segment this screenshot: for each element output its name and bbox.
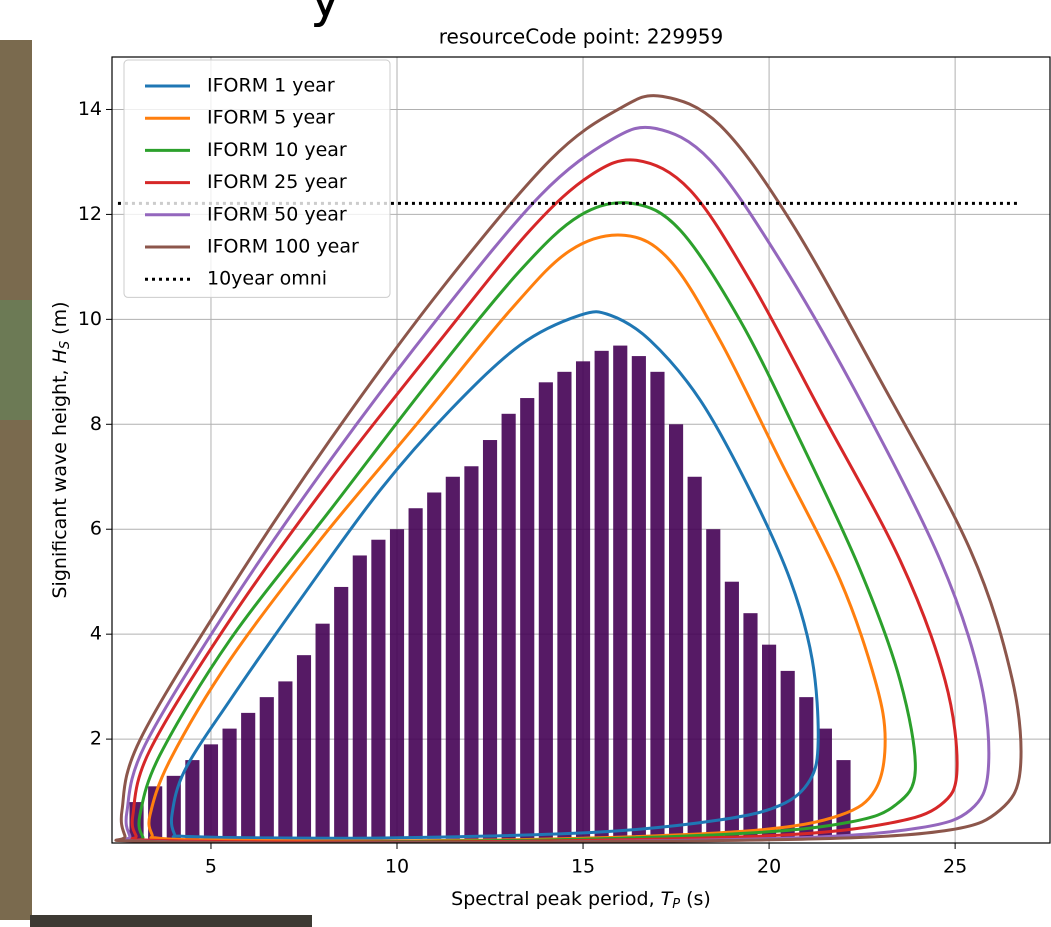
x-label-unit: (s) [686, 888, 711, 910]
density-stripe [185, 760, 200, 839]
density-stripe [315, 623, 330, 839]
density-stripe [706, 529, 721, 839]
photo-strip [0, 40, 32, 920]
legend-box [123, 59, 391, 298]
x-tick-label: 20 [757, 856, 781, 878]
x-tick-label: 15 [571, 856, 595, 878]
density-stripe [520, 398, 535, 839]
density-stripe [799, 697, 814, 839]
y-label-symbol: H [49, 349, 71, 363]
y-label-unit: (m) [49, 301, 71, 334]
density-stripe [334, 586, 349, 839]
y-tick-label: 6 [90, 518, 102, 540]
chart-title: resourceCode point: 229959 [439, 25, 724, 49]
photo-strip-bottom [30, 915, 312, 927]
density-stripe [501, 413, 516, 839]
contour-line [169, 310, 820, 840]
x-label-text: Spectral peak period, [451, 888, 661, 910]
legend-label: IFORM 1 year [207, 75, 335, 97]
density-stripe [631, 356, 646, 839]
density-stripe [557, 371, 572, 839]
y-label-subscript: S [58, 341, 73, 349]
legend-label: IFORM 100 year [207, 236, 359, 258]
density-stripe [389, 529, 405, 839]
photo-strip-detail [0, 300, 32, 420]
density-stripe [724, 581, 739, 839]
legend-label: 10year omni [207, 268, 327, 290]
y-tick-label: 10 [78, 308, 102, 330]
density-stripe [762, 644, 777, 839]
legend-label: IFORM 25 year [207, 171, 347, 193]
density-stripe [464, 466, 479, 839]
density-stripe [296, 655, 312, 839]
density-stripe [445, 476, 460, 839]
legend-label: IFORM 10 year [207, 139, 347, 161]
density-stripe [408, 508, 423, 839]
density-stripe [259, 697, 274, 839]
density-stripe [650, 371, 665, 839]
y-tick-label: 8 [90, 413, 102, 435]
x-axis-label: Spectral peak period, TP (s) [451, 888, 711, 912]
y-label-text: Significant wave height, [49, 363, 71, 598]
density-stripe [780, 670, 795, 839]
x-tick-label: 5 [205, 856, 217, 878]
y-tick-label: 2 [90, 728, 102, 750]
density-stripe [148, 786, 163, 839]
x-label-subscript: P [672, 897, 680, 912]
x-tick-label: 25 [943, 856, 967, 878]
density-stripe [836, 760, 851, 839]
legend-label: IFORM 5 year [207, 107, 335, 129]
density-stripe [538, 382, 553, 839]
density-stripe [241, 712, 256, 839]
density-stripe [743, 613, 758, 839]
density-stripe [482, 440, 498, 839]
legend-label: IFORM 50 year [207, 203, 347, 225]
plot-frame [111, 56, 1051, 844]
y-tick-label: 4 [90, 623, 102, 645]
plot-area [114, 94, 1023, 843]
y-axis-label: Significant wave height, HS (m) [49, 301, 73, 598]
density-stripe [203, 744, 219, 839]
density-stripe [575, 361, 591, 839]
density-stripe [668, 424, 684, 839]
density-stripe [427, 492, 442, 839]
density-stripe [352, 555, 367, 839]
density-stripe [278, 681, 293, 839]
cropped-text: y [310, 0, 341, 29]
density-stripe [222, 728, 237, 839]
density-stripe [687, 476, 702, 839]
x-label-symbol: T [661, 888, 674, 910]
density-stripe [613, 345, 628, 839]
density-stripe [817, 728, 832, 839]
y-tick-label: 14 [78, 98, 102, 120]
y-tick-label: 12 [78, 203, 102, 225]
contour-line [114, 94, 1023, 843]
density-stripe [371, 539, 386, 839]
density-stripe [594, 350, 609, 839]
x-tick-label: 10 [385, 856, 409, 878]
